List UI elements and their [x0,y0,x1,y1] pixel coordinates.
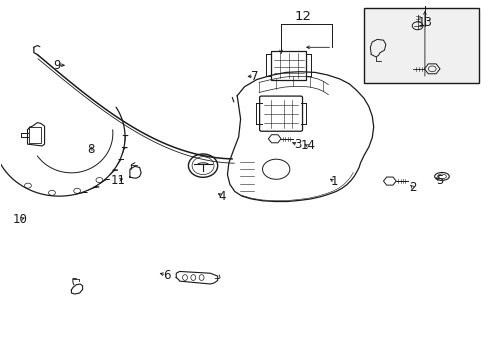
Text: 8: 8 [87,143,94,156]
Text: 6: 6 [163,269,170,282]
Bar [271,51,306,80]
Text: 10: 10 [13,213,28,226]
Text: 13: 13 [417,16,431,29]
Bar [363,8,478,83]
Text: 9: 9 [53,59,61,72]
Text: 2: 2 [408,181,416,194]
Text: 11: 11 [110,174,125,186]
Text: 14: 14 [300,139,315,152]
Text: 5: 5 [435,174,442,186]
Text: 7: 7 [250,69,258,82]
Text: 3: 3 [294,138,301,151]
Bar [29,127,41,143]
Text: 4: 4 [218,190,226,203]
Text: 12: 12 [294,10,311,23]
Text: 1: 1 [330,175,338,188]
